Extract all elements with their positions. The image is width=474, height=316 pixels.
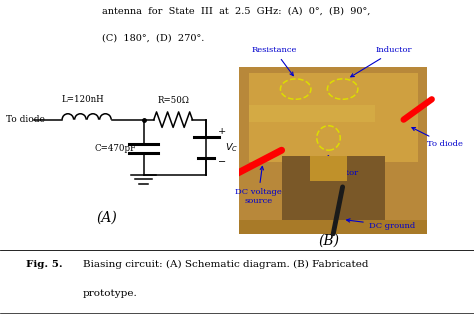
Text: DC ground: DC ground [346,219,415,230]
Bar [239,67,427,234]
Text: R=50Ω: R=50Ω [157,96,189,106]
Text: −: − [218,158,226,167]
Bar [310,156,347,181]
Text: To diode: To diode [6,115,45,124]
Text: C=470pF: C=470pF [94,144,136,153]
Text: $V_C$: $V_C$ [226,142,238,154]
Bar [282,156,385,234]
Text: Capacitor: Capacitor [318,156,358,177]
Text: Fig. 5.: Fig. 5. [26,260,63,269]
Bar [249,106,418,122]
Text: +: + [218,127,226,137]
Text: Resistance: Resistance [252,46,297,76]
Text: To diode: To diode [412,128,463,148]
Text: (B): (B) [318,234,339,248]
Text: (C)  180°,  (D)  270°.: (C) 180°, (D) 270°. [102,33,204,42]
Bar [239,220,427,234]
Bar [375,73,418,162]
Text: DC voltage
source: DC voltage source [235,167,282,205]
Text: prototype.: prototype. [83,289,138,298]
Text: Biasing circuit: (A) Schematic diagram. (B) Fabricated: Biasing circuit: (A) Schematic diagram. … [83,260,368,270]
Text: antenna  for  State  III  at  2.5  GHz:  (A)  0°,  (B)  90°,: antenna for State III at 2.5 GHz: (A) 0°… [102,6,370,15]
Text: (A): (A) [97,210,118,224]
Text: Inductor: Inductor [351,46,412,77]
Bar [249,73,418,162]
Text: L=120nH: L=120nH [62,95,105,104]
